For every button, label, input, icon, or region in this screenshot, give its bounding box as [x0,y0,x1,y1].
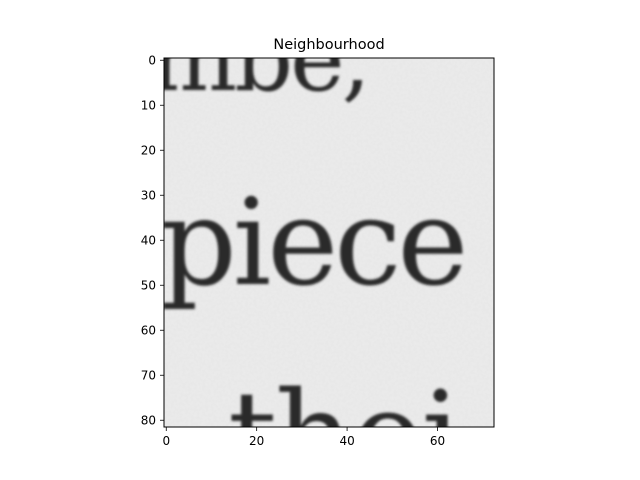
y-axis-ticks: 0 10 20 30 40 50 60 70 80 [141,53,164,427]
x-tick-label: 60 [430,434,445,448]
x-tick-label: 0 [162,434,170,448]
chart-title: Neighbourhood [273,37,384,53]
x-tick-label: 20 [249,434,264,448]
y-tick-label: 80 [141,413,156,427]
x-tick-label: 40 [339,434,354,448]
y-tick-label: 60 [141,323,156,337]
scanned-text-glyphs: mbe, piece thei [150,5,468,480]
axes-frame [163,57,495,428]
paper-texture [164,58,494,427]
glyph-row-middle: piece [160,174,464,313]
y-tick-label: 0 [148,53,156,67]
y-tick-label: 50 [141,278,156,292]
y-tick-label: 30 [141,188,156,202]
y-tick-label: 40 [141,233,156,247]
y-tick-label: 70 [141,368,156,382]
y-tick-label: 20 [141,143,156,157]
glyph-row-top: mbe, [150,5,368,112]
image-panel: mbe, piece thei [150,5,494,480]
x-axis-ticks: 0 20 40 60 [162,427,445,448]
glyph-row-bottom: thei [228,365,459,480]
y-tick-label: 10 [141,98,156,112]
